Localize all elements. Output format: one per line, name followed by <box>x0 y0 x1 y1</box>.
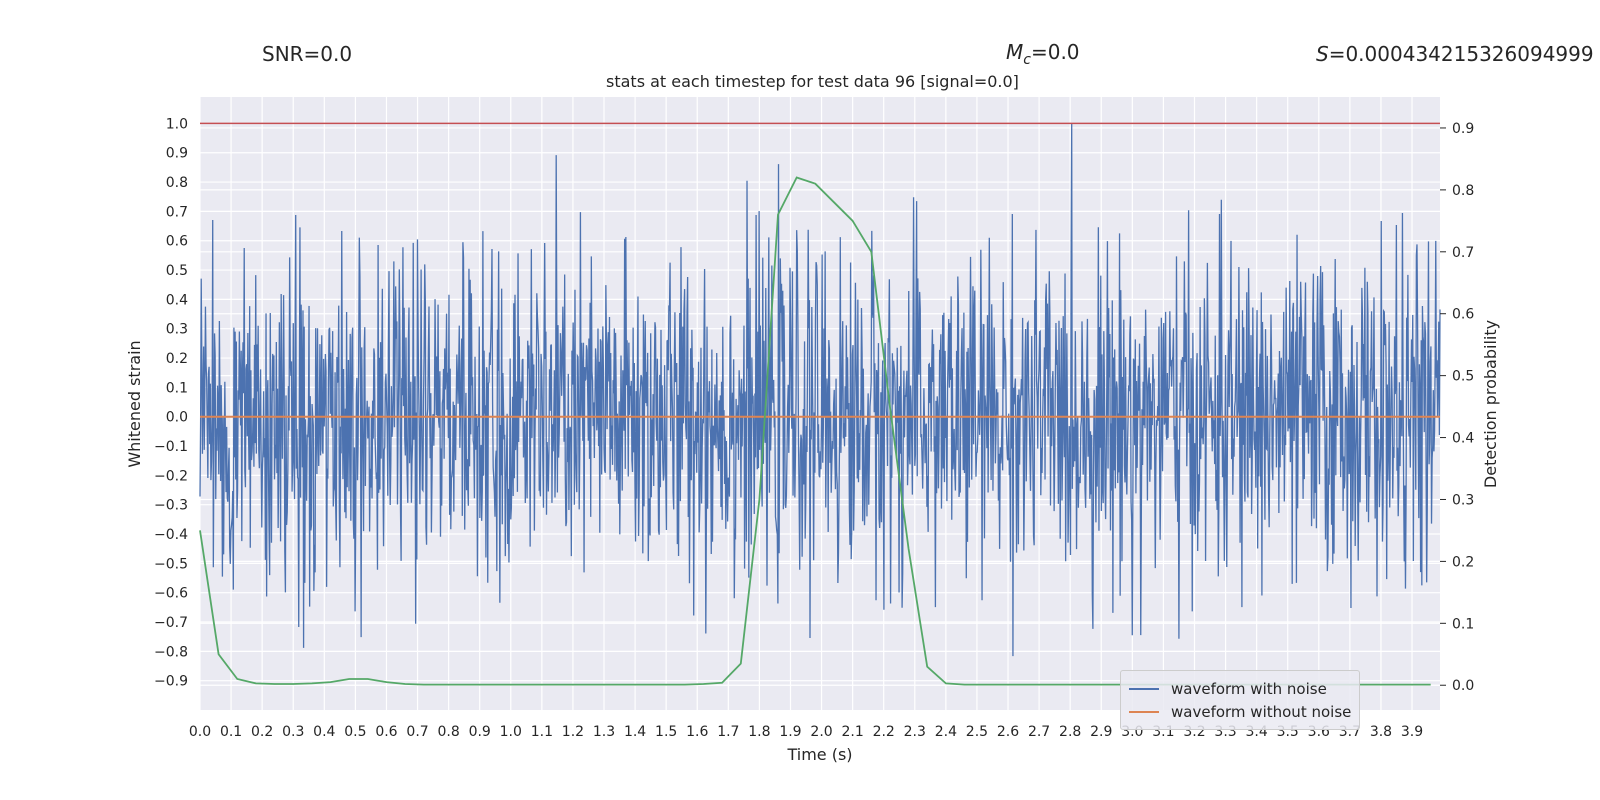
x-tick-label: 0.0 <box>189 724 211 740</box>
x-tick-label: 1.7 <box>717 724 739 740</box>
x-tick-label: 1.9 <box>779 724 801 740</box>
x-tick-label: 0.2 <box>251 724 273 740</box>
x-tick-label: 2.3 <box>904 724 926 740</box>
x-tick-label: 0.7 <box>406 724 428 740</box>
x-tick-label: 1.3 <box>593 724 615 740</box>
y-axis-ticks: 1.0 0.9 0.8 0.7 0.6 0.5 0.4 0.3 0.2 0.1 0.0 −0.1 −0.… <box>154 116 188 689</box>
y2-tick-label: 0.4 <box>1452 431 1474 447</box>
chirp-mass-subscript: c <box>1023 52 1031 68</box>
x-tick-label: 2.2 <box>873 724 895 740</box>
y-tick-label: 0.0 <box>166 410 188 426</box>
y2-axis-ticks: 0.9 0.8 0.7 0.6 0.5 0.4 0.3 0.2 0.1 0.0 <box>1440 121 1474 694</box>
x-tick-label: 0.4 <box>313 724 335 740</box>
y2-tick-label: 0.8 <box>1452 183 1474 199</box>
y-tick-label: −0.3 <box>154 498 188 514</box>
score-annotation: S=0.000434215326094999 <box>1316 42 1594 66</box>
y-tick-label: 1.0 <box>166 116 188 132</box>
y-tick-label: −0.9 <box>154 674 188 690</box>
x-tick-label: 1.0 <box>500 724 522 740</box>
x-tick-label: 2.7 <box>1028 724 1050 740</box>
legend-item-noisy: waveform with noise <box>1129 677 1351 700</box>
y-tick-label: −0.2 <box>154 468 188 484</box>
y-tick-label: 0.5 <box>166 263 188 279</box>
y-tick-label: −0.5 <box>154 556 188 572</box>
y2-tick-label: 0.3 <box>1452 492 1474 508</box>
legend-item-clean: waveform without noise <box>1129 700 1351 723</box>
y2-tick-label: 0.6 <box>1452 307 1474 323</box>
y-tick-label: 0.4 <box>166 292 188 308</box>
x-tick-label: 2.0 <box>810 724 832 740</box>
x-tick-label: 3.8 <box>1370 724 1392 740</box>
y2-tick-label: 0.0 <box>1452 678 1474 694</box>
y-tick-label: −0.4 <box>154 527 188 543</box>
x-tick-label: 0.1 <box>220 724 242 740</box>
chirp-mass-value: =0.0 <box>1030 40 1080 64</box>
y2-tick-label: 0.5 <box>1452 369 1474 385</box>
x-tick-label: 2.6 <box>997 724 1019 740</box>
score-symbol: S <box>1316 42 1329 66</box>
y2-tick-label: 0.2 <box>1452 554 1474 570</box>
x-tick-label: 2.1 <box>841 724 863 740</box>
y-tick-label: 0.9 <box>166 146 188 162</box>
y-tick-label: −0.7 <box>154 615 188 631</box>
y-tick-label: 0.3 <box>166 322 188 338</box>
x-tick-label: 2.5 <box>966 724 988 740</box>
x-tick-label: 2.8 <box>1059 724 1081 740</box>
y2-tick-label: 0.9 <box>1452 121 1474 137</box>
y-tick-label: −0.1 <box>154 439 188 455</box>
legend-label-clean: waveform without noise <box>1171 702 1352 721</box>
x-tick-label: 2.4 <box>935 724 957 740</box>
x-tick-label: 0.3 <box>282 724 304 740</box>
x-tick-label: 0.5 <box>344 724 366 740</box>
y2-tick-label: 0.7 <box>1452 245 1474 261</box>
y-tick-label: 0.7 <box>166 204 188 220</box>
legend-swatch-clean <box>1129 710 1159 713</box>
chart-title: stats at each timestep for test data 96 … <box>606 72 1019 91</box>
legend-label-noisy: waveform with noise <box>1171 679 1327 698</box>
y-tick-label: 0.6 <box>166 234 188 250</box>
x-axis-label: Time (s) <box>786 745 852 764</box>
snr-annotation: SNR=0.0 <box>262 42 353 66</box>
y-tick-label: 0.2 <box>166 351 188 367</box>
x-tick-label: 1.1 <box>531 724 553 740</box>
x-tick-label: 1.4 <box>624 724 646 740</box>
legend-swatch-noisy <box>1129 687 1159 690</box>
y-tick-label: −0.6 <box>154 586 188 602</box>
x-tick-label: 0.9 <box>469 724 491 740</box>
x-tick-label: 2.9 <box>1090 724 1112 740</box>
noisy-waveform-path <box>199 123 1441 657</box>
score-value: =0.000434215326094999 <box>1328 42 1594 66</box>
x-tick-label: 1.8 <box>748 724 770 740</box>
x-tick-label: 0.8 <box>437 724 459 740</box>
y-tick-label: 0.8 <box>166 175 188 191</box>
x-tick-label: 1.2 <box>562 724 584 740</box>
y-axis-label: Whitened strain <box>125 340 144 467</box>
y-tick-label: −0.8 <box>154 644 188 660</box>
y2-axis-label: Detection probability <box>1481 320 1500 488</box>
x-tick-label: 0.6 <box>375 724 397 740</box>
x-tick-label: 3.9 <box>1401 724 1423 740</box>
noisy-waveform-series <box>199 123 1441 657</box>
legend: waveform with noise waveform without noi… <box>1120 670 1361 730</box>
y-tick-label: 0.1 <box>166 380 188 396</box>
chirp-mass-symbol: M <box>1006 40 1024 64</box>
chirp-mass-annotation: Mc=0.0 <box>1006 40 1080 68</box>
x-tick-label: 1.5 <box>655 724 677 740</box>
y2-tick-label: 0.1 <box>1452 616 1474 632</box>
x-tick-label: 1.6 <box>686 724 708 740</box>
